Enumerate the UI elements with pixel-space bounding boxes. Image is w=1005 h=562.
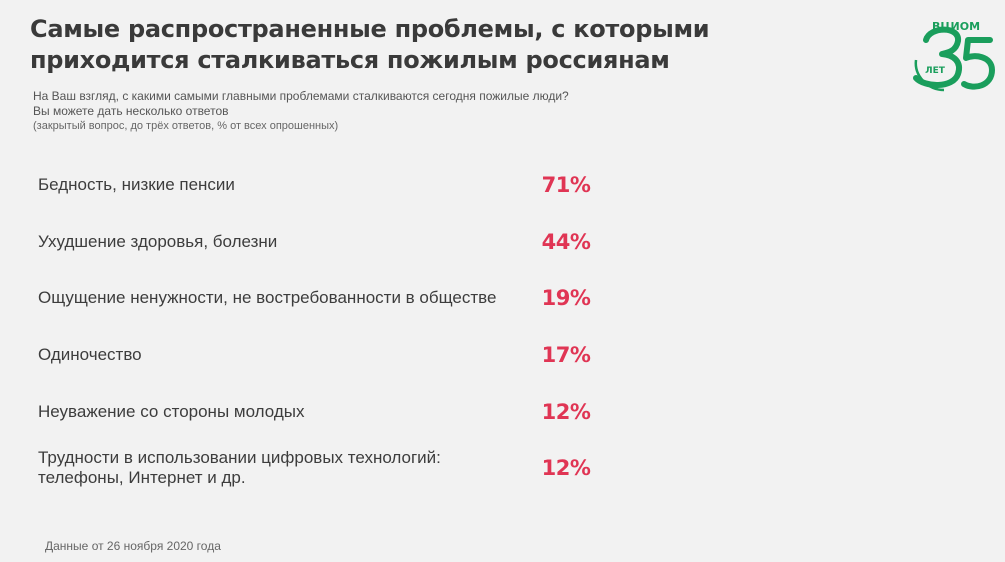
logo-digit-5 [961,37,995,90]
result-value: 19% [541,286,591,310]
question-line-1: На Ваш взгляд, с какими самыми главными … [33,89,569,103]
result-label: Неуважение со стороны молодых [38,402,305,421]
result-row: Неуважение со стороны молодых 12% [38,388,638,436]
question-line-2: Вы можете дать несколько ответов [33,104,229,118]
logo-digit-3 [913,26,962,88]
result-label: Ощущение ненужности, не востребованности… [38,288,497,307]
result-value: 71% [541,173,591,197]
result-value: 17% [541,343,591,367]
result-row: Ощущение ненужности, не востребованности… [38,274,638,322]
vciom-logo-mark [913,26,995,90]
result-value: 12% [541,456,591,480]
data-date-footnote: Данные от 26 ноября 2020 года [45,539,221,553]
title-line-2: приходится сталкиваться пожилым россияна… [30,46,670,74]
logo-arc [914,59,945,92]
result-label: Ухудшение здоровья, болезни [38,232,278,251]
vciom-logo-orbit [914,59,945,92]
result-label: Бедность, низкие пенсии [38,175,235,194]
question-note: (закрытый вопрос, до трёх ответов, % от … [33,120,339,132]
result-label: Одиночество [38,345,142,364]
vciom-35-logo: ВЦИОМ ЛЕТ [913,20,995,92]
result-row: Бедность, низкие пенсии 71% [38,161,638,209]
result-row: Ухудшение здоровья, болезни 44% [38,218,638,266]
title-line-1: Самые распространенные проблемы, с котор… [30,15,710,43]
survey-question: На Ваш взгляд, с какими самыми главными … [33,89,753,134]
logo-years-text: ЛЕТ [925,66,946,76]
result-row: Одиночество 17% [38,331,638,379]
logo-brand-text: ВЦИОМ [932,20,980,33]
result-label: Трудности в использовании цифровых техно… [38,448,441,487]
result-row: Трудности в использовании цифровых техно… [38,444,638,492]
page-title: Самые распространенные проблемы, с котор… [30,14,810,76]
result-value: 44% [541,230,591,254]
result-value: 12% [541,400,591,424]
